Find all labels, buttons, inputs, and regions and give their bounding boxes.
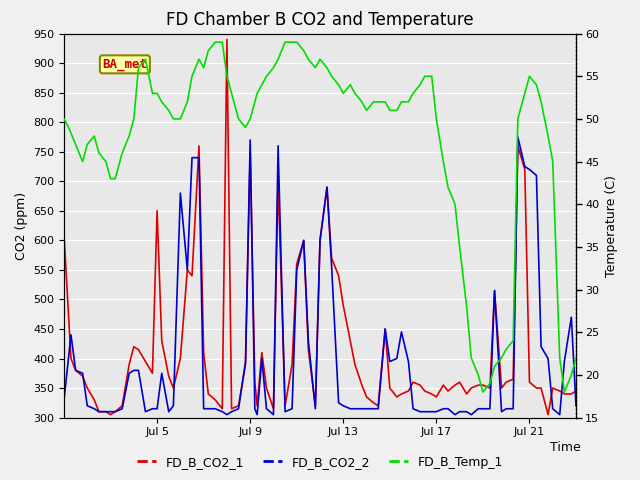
Text: BA_met: BA_met [102, 58, 147, 71]
Legend: FD_B_CO2_1, FD_B_CO2_2, FD_B_Temp_1: FD_B_CO2_1, FD_B_CO2_2, FD_B_Temp_1 [132, 451, 508, 474]
Title: FD Chamber B CO2 and Temperature: FD Chamber B CO2 and Temperature [166, 11, 474, 29]
X-axis label: Time: Time [550, 441, 581, 454]
Y-axis label: CO2 (ppm): CO2 (ppm) [15, 192, 28, 260]
Y-axis label: Temperature (C): Temperature (C) [605, 175, 618, 276]
